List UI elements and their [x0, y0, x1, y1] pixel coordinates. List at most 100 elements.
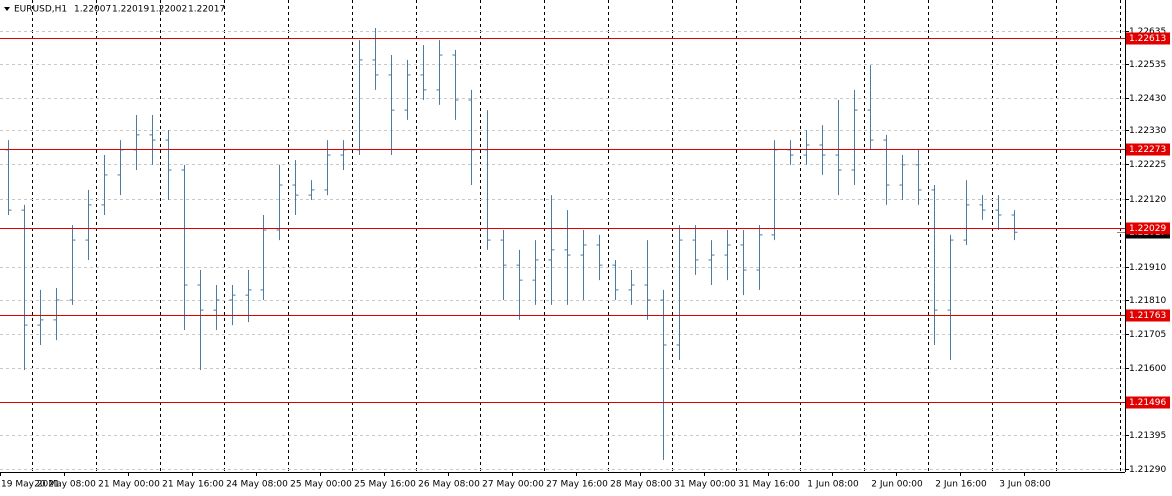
bar	[85, 189, 92, 260]
x-tick-label: 21 May 00:00	[98, 480, 160, 490]
level-label: 1.22273	[1129, 145, 1166, 155]
x-tick-label: 1 Jun 08:00	[807, 480, 859, 490]
x-tick-label: 21 May 16:00	[162, 480, 224, 490]
bar	[740, 229, 747, 296]
plot	[5, 28, 1018, 460]
y-tick-label: 1.22635	[1129, 27, 1166, 37]
bar	[229, 285, 236, 326]
bar	[915, 149, 922, 205]
bar	[21, 204, 28, 371]
bar	[292, 159, 299, 215]
x-tick-label: 27 May 00:00	[482, 480, 544, 490]
level-label: 1.22029	[1129, 224, 1166, 234]
bar	[580, 229, 587, 301]
bar	[963, 180, 970, 245]
bar	[995, 195, 1002, 230]
bar	[548, 195, 555, 305]
symbol: EURUSD,H1	[14, 5, 67, 15]
bar	[883, 134, 890, 205]
bar	[596, 234, 603, 281]
y-tick-label: 1.21705	[1129, 330, 1166, 340]
menu-arrow[interactable]	[4, 7, 10, 11]
x-tick-label: 31 May 16:00	[738, 480, 800, 490]
x-tick-label: 20 May 08:00	[34, 480, 96, 490]
bar	[612, 259, 619, 301]
bar	[660, 289, 667, 460]
bar	[724, 229, 731, 281]
last-low: 1.22002	[150, 5, 187, 15]
x-tick-label: 25 May 16:00	[354, 480, 416, 490]
level-box	[1126, 309, 1170, 322]
level-box	[1126, 222, 1170, 235]
x-tick-label: 2 Jun 16:00	[935, 480, 987, 490]
bar	[452, 49, 459, 120]
x-tick-label: 28 May 08:00	[610, 480, 672, 490]
bar	[260, 214, 267, 301]
bar	[101, 155, 108, 215]
x-tick-label: 31 May 00:00	[674, 480, 736, 490]
bar	[532, 240, 539, 305]
bar	[947, 234, 954, 360]
level-box	[1126, 396, 1170, 409]
bar	[37, 289, 44, 345]
bar	[564, 210, 571, 305]
bar	[388, 55, 395, 156]
bar	[500, 229, 507, 301]
bar	[692, 225, 699, 275]
x-tick-label: 3 Jun 08:00	[999, 480, 1051, 490]
bar	[676, 225, 683, 360]
x-tick-label: 2 Jun 00:00	[871, 480, 923, 490]
y-tick-label: 1.21290	[1129, 465, 1166, 475]
bar	[276, 164, 283, 241]
bar	[213, 285, 220, 330]
y-tick-label: 1.22120	[1129, 195, 1166, 205]
level-label: 1.21496	[1129, 398, 1166, 408]
level-label: 1.21763	[1129, 311, 1166, 321]
bar	[197, 270, 204, 371]
bar	[867, 65, 874, 150]
bar	[931, 185, 938, 345]
bar	[803, 129, 810, 165]
bar	[819, 125, 826, 175]
x-tick-label: 24 May 08:00	[226, 480, 288, 490]
bar	[69, 225, 76, 305]
last-high: 1.22019	[112, 5, 149, 15]
bar	[1011, 210, 1018, 241]
bar	[644, 240, 651, 320]
bar	[245, 270, 252, 323]
y-tick-label: 1.21810	[1129, 296, 1166, 306]
level-box	[1126, 143, 1170, 156]
bar	[835, 100, 842, 196]
vertical-grid	[0, 0, 1125, 472]
bar	[165, 129, 172, 201]
bar	[308, 180, 315, 201]
bar	[436, 40, 443, 105]
y-tick-label: 1.22535	[1129, 60, 1166, 70]
y-tick-label: 1.22225	[1129, 160, 1166, 170]
last-close: 1.22017	[188, 5, 225, 15]
bar	[851, 89, 858, 186]
bar	[899, 155, 906, 201]
bar	[979, 195, 986, 220]
y-tick-label: 1.21600	[1129, 364, 1166, 374]
last-open: 1.22007	[74, 5, 111, 15]
y-tick-label: 1.21910	[1129, 263, 1166, 273]
level-label: 1.22613	[1129, 34, 1166, 44]
bar	[149, 114, 156, 165]
bar	[756, 225, 763, 290]
y-tick-label: 1.22430	[1129, 94, 1166, 104]
x-tick-label: 25 May 00:00	[290, 480, 352, 490]
bar	[420, 44, 427, 101]
bar	[53, 287, 60, 341]
bar	[181, 164, 188, 330]
x-tick-label: 27 May 16:00	[546, 480, 608, 490]
bar	[404, 59, 411, 120]
level-box	[1126, 32, 1170, 45]
x-tick-label: 26 May 08:00	[418, 480, 480, 490]
y-tick-label: 1.22330	[1129, 126, 1166, 136]
x-tick-label: 19 May 2021	[1, 480, 60, 490]
y-tick-label: 1.21395	[1129, 431, 1166, 441]
bar	[516, 249, 523, 320]
